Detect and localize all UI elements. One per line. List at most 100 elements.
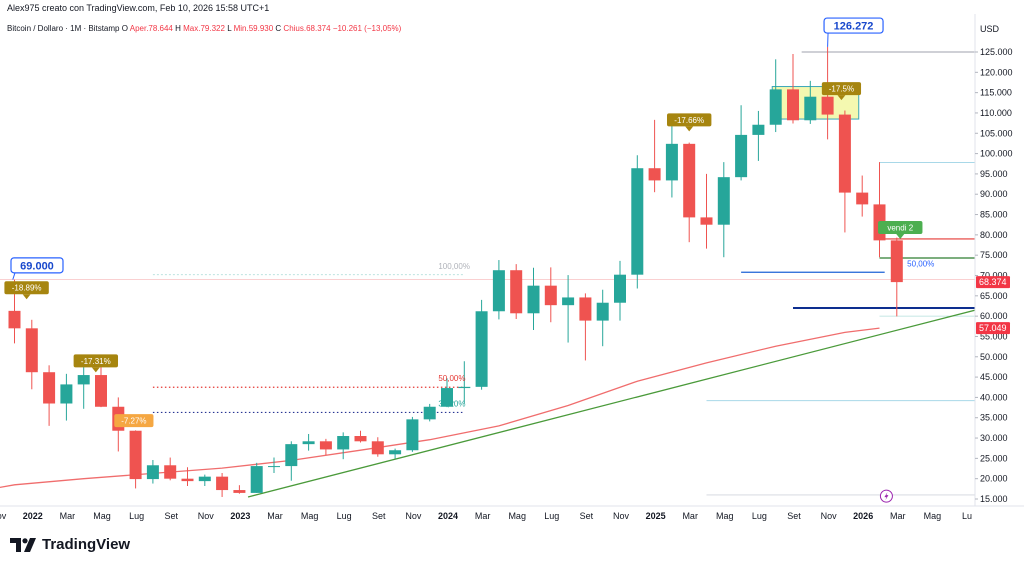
candle-body [579,297,592,321]
callout-17-66: -17.66% [667,113,712,132]
x-tick-label: 2026 [853,511,873,521]
high-label: H [175,24,181,33]
candle-body [821,96,834,115]
callout-text: -17.5% [829,85,854,94]
axis-tag-box [976,322,1010,335]
candle-body [510,270,523,314]
x-tick-label: Lug [337,511,352,521]
callout-7-27: -7.27% [114,414,154,428]
candle-2023-11 [423,403,436,422]
callout-126272: 126.272 [823,17,884,47]
candle-2023-09 [389,448,402,459]
y-tick-label: 120.000 [980,67,1013,77]
candle-2025-01 [665,114,678,198]
candle-2024-08 [579,293,592,361]
candle-2024-06 [544,267,557,323]
callout-pointer [22,294,31,300]
candle-body [181,478,194,482]
y-axis-title: USD [980,24,1000,34]
y-tick-label: 20.000 [980,474,1008,484]
candle-body [60,384,73,404]
moving-average-line [0,327,880,489]
x-tick-label: 2025 [646,511,666,521]
y-tick-label: 75.000 [980,250,1008,260]
candle-2025-03 [700,173,713,249]
candle-body [95,375,107,407]
x-tick-label: Mar [682,511,698,521]
candle-body [268,466,280,468]
callout-box [10,257,64,274]
x-tick-label: Mar [890,511,906,521]
high-value: Max.79.322 [183,24,225,33]
x-tick-label: Mag [924,511,942,521]
x-tick-label: Nov [198,511,215,521]
candle-2024-03 [492,260,505,320]
support-trendline [247,309,975,498]
x-tick-label: Lu [962,511,972,521]
candle-body [890,240,903,283]
candle-body [562,297,575,306]
candle-2024-12 [648,119,661,193]
x-tick-label: Set [787,511,801,521]
candle-2025-04 [717,162,730,258]
ohlc-legend: Bitcoin / Dollaro · 1M · Bitstamp O Aper… [7,24,401,33]
callout-vendi: vendi 2 [878,221,923,240]
candle-body [423,406,436,420]
tradingview-logo-text: TradingView [42,536,131,553]
candle-body [683,143,696,218]
candle-2025-08 [787,54,799,124]
symbol-title[interactable]: Bitcoin / Dollaro · 1M · Bitstamp [7,24,120,33]
x-tick-label: Nov [821,511,838,521]
candle-2024-02 [475,299,488,390]
callout-box [821,82,862,96]
callout-pointer [837,95,846,101]
candle-2026-02 [890,237,903,317]
candle-2023-04 [302,433,315,451]
candle-body [804,96,817,121]
candle-2023-08 [371,437,384,457]
candle-body [129,430,142,480]
candle-body [527,285,540,314]
tradingview-logo-icon [10,537,36,552]
candle-body [233,490,246,493]
candle-2022-10 [198,474,211,486]
callout-text: -7.27% [121,417,146,426]
candles [8,46,903,497]
x-tick-label: 2023 [230,511,250,521]
candle-body [838,114,851,193]
candle-2022-09 [181,467,194,486]
candle-body [769,89,782,125]
candle-2025-12 [856,175,869,217]
candle-body [25,328,38,373]
x-tick-label: Lug [129,511,144,521]
axis-tag-box [976,276,1010,289]
candle-2023-06 [337,432,350,460]
candle-body [665,143,678,181]
candle-2026-01 [873,162,886,258]
candle-2024-01 [458,361,471,404]
callout-box [667,113,712,127]
callout-text: -18.89% [12,284,42,293]
candle-body [492,270,505,312]
tradingview-logo[interactable]: TradingView [10,536,130,553]
candle-body [250,466,263,493]
candle-body [596,302,609,321]
open-label: O [121,24,128,33]
candle-body [285,444,298,467]
candle-body [752,124,765,135]
y-tick-label: 100.000 [980,149,1013,159]
callout-18-89: -18.89% [4,281,49,300]
candle-body [406,419,419,451]
callout-box [4,281,49,295]
x-tick-label: Mag [508,511,526,521]
y-tick-label: 25.000 [980,453,1008,463]
candle-body [631,168,644,275]
y-tick-label: 35.000 [980,413,1008,423]
candle-body [337,436,350,450]
candle-2022-12 [233,485,246,494]
y-tick-label: 125.000 [980,47,1013,57]
candle-2022-06 [129,430,142,489]
candle-2025-02 [683,142,696,243]
axis-tag-text: 68.374 [979,277,1007,287]
